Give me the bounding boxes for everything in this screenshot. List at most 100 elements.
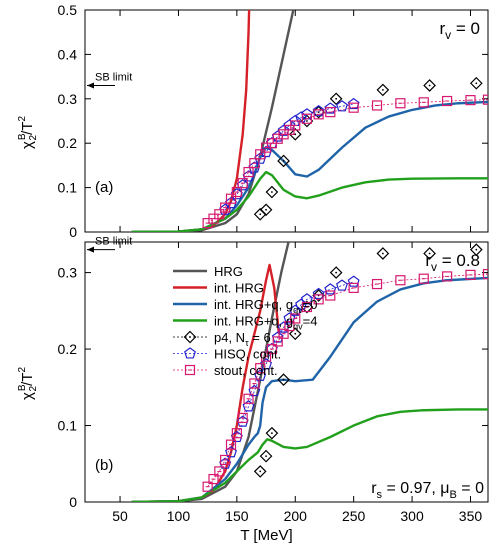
data-point-p4-center bbox=[381, 89, 384, 91]
data-point-stout bbox=[290, 313, 301, 324]
curve-hrg bbox=[131, 10, 295, 232]
data-point-stout bbox=[348, 102, 359, 113]
data-point-stout bbox=[220, 454, 231, 466]
data-point-p4-center bbox=[294, 133, 297, 136]
data-point-p4 bbox=[423, 247, 436, 260]
data-point-p4 bbox=[469, 76, 483, 90]
y-tick-label: 0.1 bbox=[58, 418, 78, 434]
data-point-stout bbox=[301, 301, 313, 313]
data-point-p4-center bbox=[294, 332, 297, 335]
legend-label-int_q4: int. HRG+q, gqv=4 bbox=[214, 314, 317, 332]
data-point-stout bbox=[237, 178, 248, 189]
bottom-annotation: rs = 0.97, μB = 0 bbox=[371, 480, 484, 501]
data-point-hisq bbox=[254, 369, 267, 381]
x-tick-label: 250 bbox=[342, 508, 366, 524]
data-point-stout bbox=[278, 328, 289, 339]
data-point-p4-center bbox=[475, 82, 478, 85]
data-point-p4-center bbox=[259, 213, 262, 216]
data-point-stout bbox=[442, 271, 453, 282]
data-point-p4 bbox=[423, 79, 436, 92]
data-point-stout bbox=[465, 95, 476, 106]
y-tick-label: 0.2 bbox=[58, 135, 78, 151]
data-point-p4 bbox=[277, 154, 290, 168]
legend-label-hisq: HISQ, cont. bbox=[214, 347, 281, 362]
data-point-stout bbox=[202, 481, 213, 492]
marker-link-hisq bbox=[224, 281, 354, 464]
data-point-hisq bbox=[289, 304, 302, 316]
sb-arrow-head bbox=[87, 246, 94, 253]
curve-int-hrg bbox=[131, 10, 251, 232]
legend-label-int_hrg: int. HRG bbox=[214, 281, 264, 296]
y-axis-label: χB2/T2 bbox=[17, 116, 39, 149]
legend-label-int_q0: int. HRG+q, gqv=0 bbox=[214, 297, 317, 315]
data-point-hisq bbox=[312, 104, 325, 117]
panel-b: 0 0.1 0.2 0.3 50 100 150 200 250 300 350 T [MeV] χB2… bbox=[17, 236, 489, 544]
y-tick-label: 0.4 bbox=[58, 46, 78, 62]
data-point-p4 bbox=[259, 203, 273, 217]
data-point-p4 bbox=[329, 266, 343, 279]
data-point-stout bbox=[418, 273, 429, 284]
data-point-stout bbox=[208, 473, 219, 485]
data-point-p4 bbox=[469, 243, 483, 256]
data-point-p4-center bbox=[428, 84, 431, 87]
data-point-stout bbox=[371, 278, 383, 290]
y-tick-label: 0.3 bbox=[58, 91, 78, 107]
x-tick-label: 100 bbox=[167, 508, 191, 524]
data-point-stout bbox=[325, 107, 336, 118]
data-point-p4-center bbox=[270, 191, 273, 193]
y-tick-label: 0.3 bbox=[58, 265, 78, 281]
data-point-p4-center bbox=[282, 160, 285, 162]
data-point-p4 bbox=[265, 185, 279, 199]
data-point-p4-center bbox=[335, 97, 338, 100]
data-point-stout bbox=[237, 412, 248, 423]
data-point-stout bbox=[249, 378, 260, 389]
data-point-p4 bbox=[288, 127, 302, 141]
data-point-stout bbox=[442, 95, 453, 107]
data-point-stout bbox=[266, 343, 277, 355]
data-point-stout bbox=[225, 193, 237, 204]
data-point-hisq bbox=[260, 358, 272, 370]
y-tick-label: 0.1 bbox=[58, 180, 78, 196]
data-point-stout bbox=[260, 351, 272, 362]
x-tick-label: 200 bbox=[284, 508, 308, 524]
data-point-p4-center bbox=[306, 120, 308, 122]
data-point-hisq bbox=[336, 100, 348, 112]
curve-int-q0 bbox=[131, 276, 488, 502]
data-point-hisq bbox=[301, 293, 313, 305]
curve-int-q0 bbox=[131, 100, 488, 232]
data-point-stout bbox=[482, 269, 488, 280]
y-tick-label: 0.5 bbox=[58, 2, 78, 18]
data-point-hisq bbox=[225, 446, 237, 458]
data-point-p4-center bbox=[428, 252, 431, 255]
sb-limit-label: SB limit bbox=[95, 71, 132, 83]
legend-label-stout: stout, cont. bbox=[214, 363, 278, 378]
data-point-hisq bbox=[324, 102, 337, 114]
data-point-p4 bbox=[253, 465, 267, 478]
y-tick-label: 0 bbox=[69, 494, 77, 510]
marker-link-stout bbox=[207, 99, 488, 224]
data-point-p4-center bbox=[335, 271, 338, 274]
plot-frame bbox=[84, 241, 489, 503]
data-point-p4 bbox=[259, 449, 273, 463]
data-point-p4 bbox=[376, 83, 390, 97]
y-axis-label: χB2/T2 bbox=[17, 367, 39, 400]
data-point-stout bbox=[272, 336, 283, 347]
data-point-hisq bbox=[271, 130, 284, 142]
panel-label: (b) bbox=[95, 457, 113, 474]
legend-marker-hisq bbox=[184, 347, 196, 359]
data-point-p4 bbox=[300, 300, 314, 314]
data-point-stout bbox=[290, 120, 301, 131]
data-point-p4 bbox=[288, 327, 302, 341]
data-point-p4-center bbox=[381, 252, 384, 255]
data-point-stout bbox=[243, 166, 254, 178]
x-tick-label: 150 bbox=[225, 508, 249, 524]
data-point-hisq bbox=[295, 111, 308, 123]
legend-label-hrg: HRG bbox=[214, 264, 243, 279]
data-point-stout bbox=[395, 98, 406, 109]
data-point-stout bbox=[395, 275, 406, 286]
legend-marker-p4-center bbox=[189, 336, 191, 338]
data-point-p4 bbox=[376, 247, 390, 260]
x-tick-label: 300 bbox=[400, 508, 424, 524]
data-point-p4 bbox=[329, 92, 343, 106]
